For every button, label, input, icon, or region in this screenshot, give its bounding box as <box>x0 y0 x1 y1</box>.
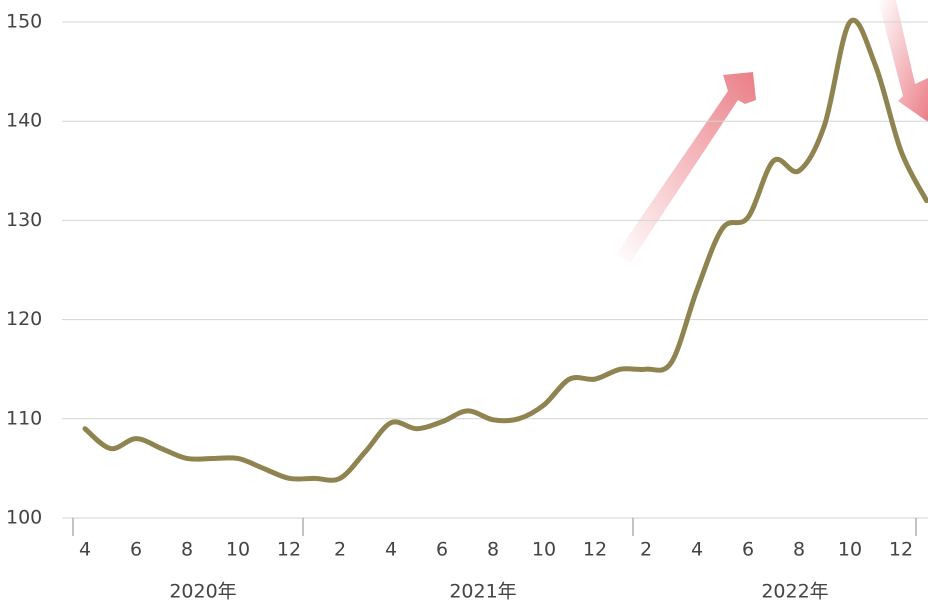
x-tick-label: 4 <box>691 539 703 561</box>
plot: 100 110 120 130 140 150 4 6 8 10 12 2 4 6 8 10 12 2 4 6 8 10 1… <box>6 11 928 561</box>
x-tick-label: 2 <box>334 539 346 561</box>
x-tick-label: 12 <box>889 539 913 561</box>
y-tick-label: 150 <box>6 11 42 33</box>
year-label: 2021年 <box>449 581 516 603</box>
x-tick-label: 8 <box>181 539 193 561</box>
y-tick-label: 110 <box>6 407 42 429</box>
y-tick-label: 120 <box>6 308 42 330</box>
y-tick-label: 130 <box>6 209 42 231</box>
x-tick-label: 2 <box>640 539 652 561</box>
x-tick-label: 10 <box>532 539 556 561</box>
x-tick-label: 12 <box>583 539 607 561</box>
x-tick-label: 12 <box>277 539 301 561</box>
rise-arrow <box>616 72 756 263</box>
x-tick-label: 6 <box>742 539 754 561</box>
fall-arrow <box>878 0 928 122</box>
year-label: 2020年 <box>169 581 236 603</box>
y-tick-label: 140 <box>6 110 42 132</box>
x-tick-label: 10 <box>226 539 250 561</box>
x-tick-label: 6 <box>436 539 448 561</box>
x-tick-label: 6 <box>130 539 142 561</box>
y-tick-label: 100 <box>6 507 42 529</box>
x-tick-label: 10 <box>838 539 862 561</box>
x-tick-label: 4 <box>385 539 397 561</box>
x-tick-label: 8 <box>793 539 805 561</box>
line <box>82 17 928 483</box>
x-tick-label: 8 <box>487 539 499 561</box>
year-label: 2022年 <box>761 581 828 603</box>
x-tick-label: 4 <box>79 539 91 561</box>
